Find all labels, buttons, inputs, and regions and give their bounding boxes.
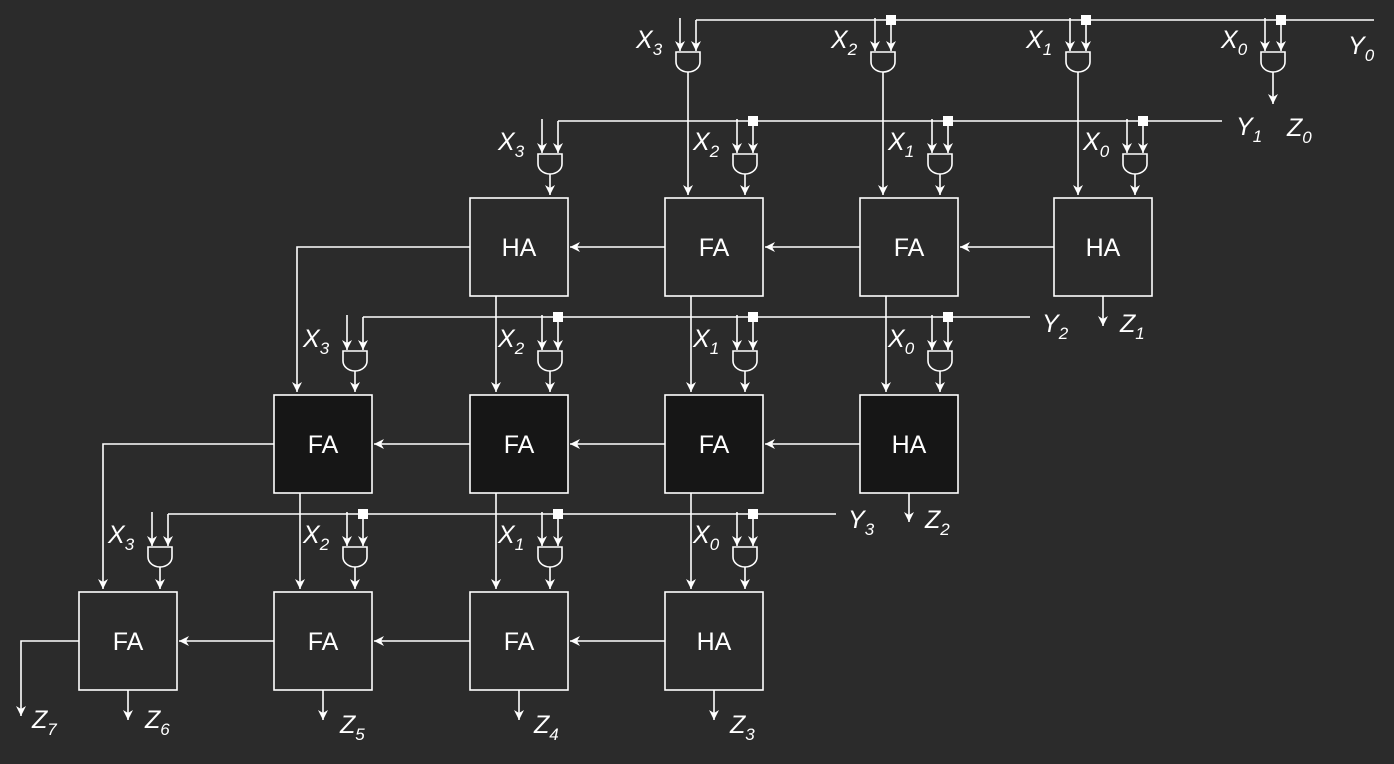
adder-cell-fa — [664, 197, 764, 297]
x-input-label: X3 — [302, 325, 330, 358]
cell-label: FA — [699, 431, 730, 459]
output-label-z0: Z0 — [1286, 114, 1312, 147]
junction-dot — [943, 116, 953, 126]
and-gate — [1260, 51, 1286, 73]
x-input-label: X2 — [302, 521, 330, 554]
junction-dot — [1081, 15, 1091, 25]
x-input-label: X1 — [1025, 26, 1052, 59]
cell-label: HA — [697, 628, 732, 656]
carry-out-wire — [98, 443, 274, 589]
x-input-label: X1 — [692, 325, 719, 358]
output-label-z2: Z2 — [924, 506, 950, 539]
x-input-label: X0 — [692, 521, 720, 554]
bottom-output-label: Z3 — [729, 711, 755, 744]
y-label: Y1 — [1236, 113, 1262, 146]
and-gate — [1122, 153, 1148, 175]
x-input-label: X2 — [830, 26, 858, 59]
junction-dot — [1276, 15, 1286, 25]
x-input-label: X0 — [1082, 128, 1110, 161]
cell-label: FA — [699, 234, 730, 262]
and-gate — [927, 153, 953, 175]
cell-label: FA — [113, 628, 144, 656]
bottom-output-label: Z6 — [144, 706, 170, 739]
y-label: Y2 — [1042, 310, 1069, 343]
cell-label: HA — [1086, 234, 1121, 262]
junction-dot — [1138, 116, 1148, 126]
adder-cell-fa — [469, 394, 569, 494]
and-gate — [732, 153, 758, 175]
junction-dot — [886, 15, 896, 25]
and-gate — [675, 51, 701, 73]
junction-dot — [553, 509, 563, 519]
and-gate — [870, 51, 896, 73]
and-gate — [537, 153, 563, 175]
bottom-output-label: Z4 — [533, 711, 559, 744]
cell-label: FA — [308, 628, 339, 656]
adder-cell-ha — [1053, 197, 1153, 297]
adder-cell-ha — [664, 591, 764, 691]
and-gate — [342, 546, 368, 568]
cell-label: FA — [504, 628, 535, 656]
adder-cell-fa — [273, 394, 373, 494]
and-gate — [927, 350, 953, 372]
and-gate — [537, 350, 563, 372]
and-gate — [147, 546, 173, 568]
x-input-label: X3 — [497, 128, 525, 161]
junction-dot — [748, 509, 758, 519]
x-input-label: X1 — [497, 521, 524, 554]
adder-cell-fa — [664, 394, 764, 494]
adder-cell-fa — [859, 197, 959, 297]
x-input-label: X1 — [887, 128, 914, 161]
bottom-output-label: Z5 — [339, 711, 365, 744]
x-input-label: X0 — [1220, 26, 1248, 59]
carry-out-wire — [292, 246, 470, 392]
bottom-output-label: Z7 — [31, 706, 57, 739]
output-label-z1: Z1 — [1119, 310, 1145, 343]
adder-cell-fa — [273, 591, 373, 691]
y-label: Y0 — [1348, 32, 1375, 65]
adder-cell-fa — [78, 591, 178, 691]
adder-cell-ha — [859, 394, 959, 494]
x-input-label: X3 — [635, 26, 663, 59]
y-label: Y3 — [848, 506, 875, 539]
cell-label: HA — [892, 431, 927, 459]
and-gate — [732, 350, 758, 372]
x-input-label: X2 — [497, 325, 525, 358]
junction-dot — [553, 312, 563, 322]
cell-label: FA — [894, 234, 925, 262]
and-gate — [732, 546, 758, 568]
adder-cell-fa — [469, 591, 569, 691]
junction-dot — [943, 312, 953, 322]
and-gate — [342, 350, 368, 372]
junction-dot — [748, 312, 758, 322]
cell-label: HA — [502, 234, 537, 262]
cell-label: FA — [504, 431, 535, 459]
junction-dot — [748, 116, 758, 126]
and-gate — [537, 546, 563, 568]
z7-arrow — [16, 640, 79, 716]
x-input-label: X0 — [887, 325, 915, 358]
and-gate — [1065, 51, 1091, 73]
adder-cell-ha — [469, 197, 569, 297]
cell-label: FA — [308, 431, 339, 459]
x-input-label: X2 — [692, 128, 720, 161]
x-input-label: X3 — [107, 521, 135, 554]
junction-dot — [358, 509, 368, 519]
